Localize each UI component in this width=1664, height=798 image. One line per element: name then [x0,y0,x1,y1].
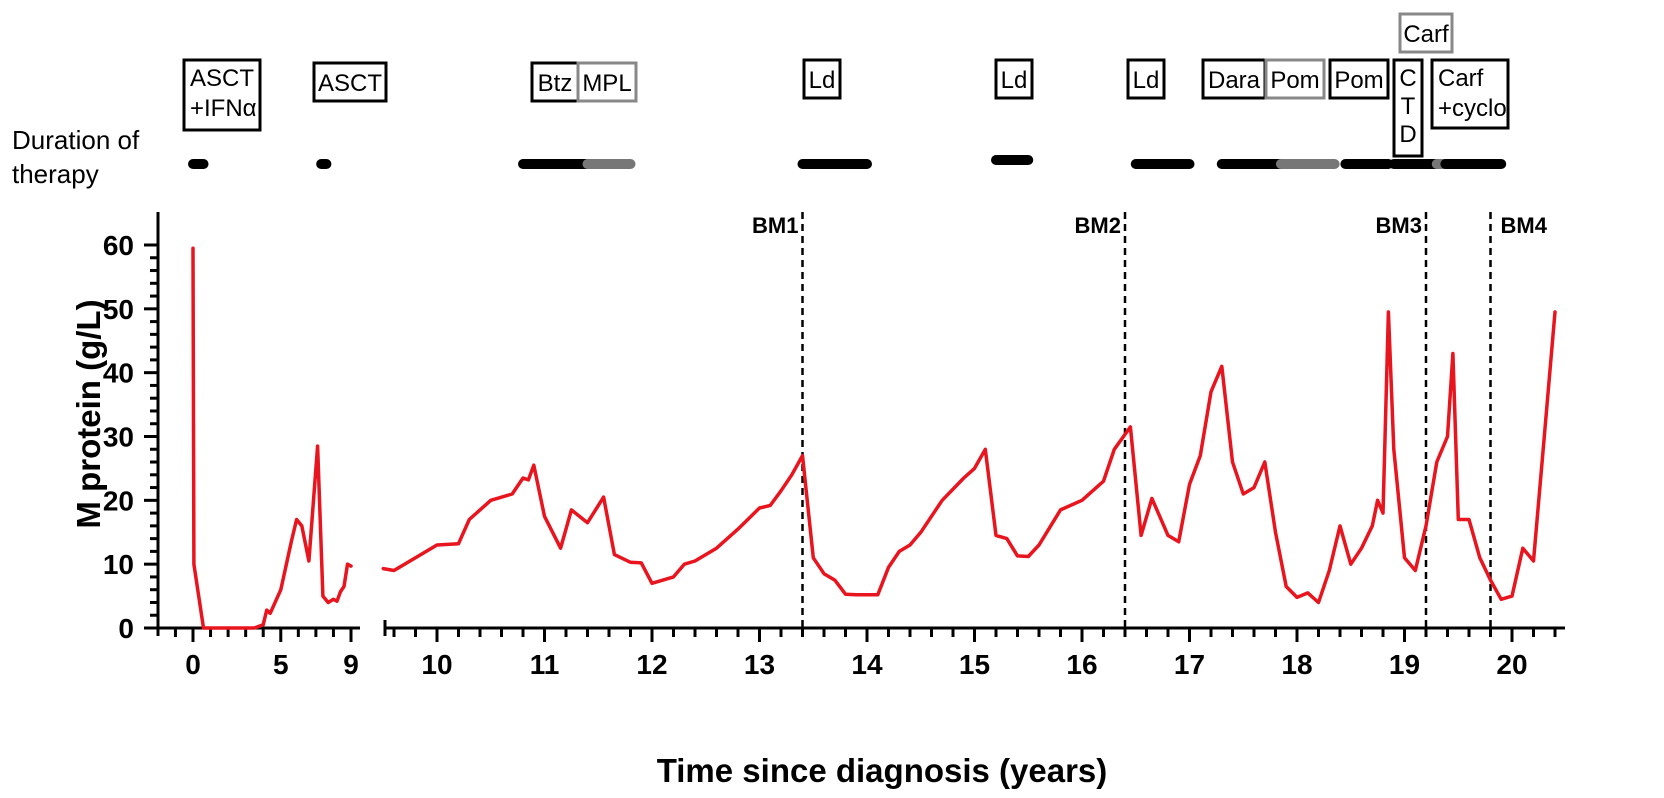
x-tick-label: 0 [185,649,201,680]
therapy-box: CTD [1392,58,1424,158]
x-tick-label: 16 [1066,649,1097,680]
therapy-label: +cyclo [1438,95,1507,122]
y-axis-title: M protein (g/L) [70,299,107,528]
therapy-label: Pom [1270,67,1319,94]
therapy-label: C [1399,65,1416,92]
y-tick-label: 20 [103,485,134,516]
x-axis-title: Time since diagnosis (years) [657,752,1108,789]
duration-label-line1: Duration of [12,125,140,155]
duration-label-line2: therapy [12,159,99,189]
therapy-box-frame [1430,58,1510,130]
therapy-box-frame [576,61,638,103]
therapy-box-frame [1264,58,1326,100]
m-protein-line [381,310,1557,605]
y-tick-label: 50 [103,294,134,325]
therapy-box-frame [1328,58,1390,100]
x-tick-label: 17 [1174,649,1205,680]
bm-label: BM3 [1376,213,1422,238]
therapy-box-frame [182,58,262,132]
therapy-label: Carf [1438,65,1484,92]
therapy-box: MPL [576,61,638,103]
axes: 0 10 20 30 40 50 60 0 5 9 10 11 12 13 14 15 16 17 18 19 20 [103,212,1565,680]
therapy-box: Carf [1398,12,1454,54]
x-tick-label: 12 [636,649,667,680]
therapy-box-frame [994,58,1034,100]
therapy-label: T [1401,93,1416,120]
series-lines [191,246,1557,630]
therapy-label: ASCT [318,70,382,97]
x-tick-label: 14 [851,649,883,680]
bm-label: BM4 [1501,213,1548,238]
therapy-label: +IFNα [190,95,257,122]
therapy-box: Carf +cyclo [1430,58,1510,130]
x-tick-label: 15 [959,649,990,680]
therapy-box: Pom [1264,58,1326,100]
therapy-box-frame [1126,58,1166,100]
therapy-box: Pom [1328,58,1390,100]
x-tick-label: 11 [530,649,560,680]
therapy-box: Ld [802,58,842,100]
therapy-label: Ld [1001,67,1028,94]
therapy-label: D [1399,121,1416,148]
x-tick-label: 13 [744,649,775,680]
therapy-box: Ld [994,58,1034,100]
y-tick-label: 40 [103,358,134,389]
therapy-label: Ld [809,67,836,94]
therapy-box-frame [1398,12,1454,54]
bm-label: BM2 [1075,213,1121,238]
x-tick-label: 19 [1389,649,1420,680]
therapy-box-frame [1201,58,1267,100]
x-tick-label: 20 [1496,649,1527,680]
bm-label: BM1 [752,213,798,238]
therapy-label: Pom [1334,67,1383,94]
therapy-box: Btz [530,61,580,103]
y-tick-label: 30 [103,422,134,453]
therapy-box-frame [802,58,842,100]
therapy-label: ASCT [190,65,254,92]
x-tick-label: 18 [1281,649,1312,680]
m-protein-line [191,246,353,630]
therapy-label: Btz [538,70,573,97]
therapy-box: ASCT [312,61,388,103]
therapy-box-frame [530,61,580,103]
y-tick-label: 10 [103,549,134,580]
therapy-label: Dara [1208,67,1261,94]
y-tick-label: 0 [118,613,134,644]
y-tick-label: 60 [103,230,134,261]
bm-markers: BM1 BM2 BM3 BM4 [752,212,1548,628]
x-tick-label: 5 [273,649,289,680]
therapy-box-frame [1392,58,1424,158]
therapy-box: ASCT +IFNα [182,58,262,132]
x-tick-label: 9 [343,649,359,680]
therapy-box: Dara [1201,58,1267,100]
therapy-label: MPL [582,70,631,97]
duration-bars [188,155,1507,169]
therapy-label: Ld [1133,67,1160,94]
therapy-box: Ld [1126,58,1166,100]
therapy-header: Duration of therapy [12,125,140,189]
therapy-label: Carf [1403,21,1449,48]
x-tick-label: 10 [421,649,452,680]
therapy-box-frame [312,61,388,103]
